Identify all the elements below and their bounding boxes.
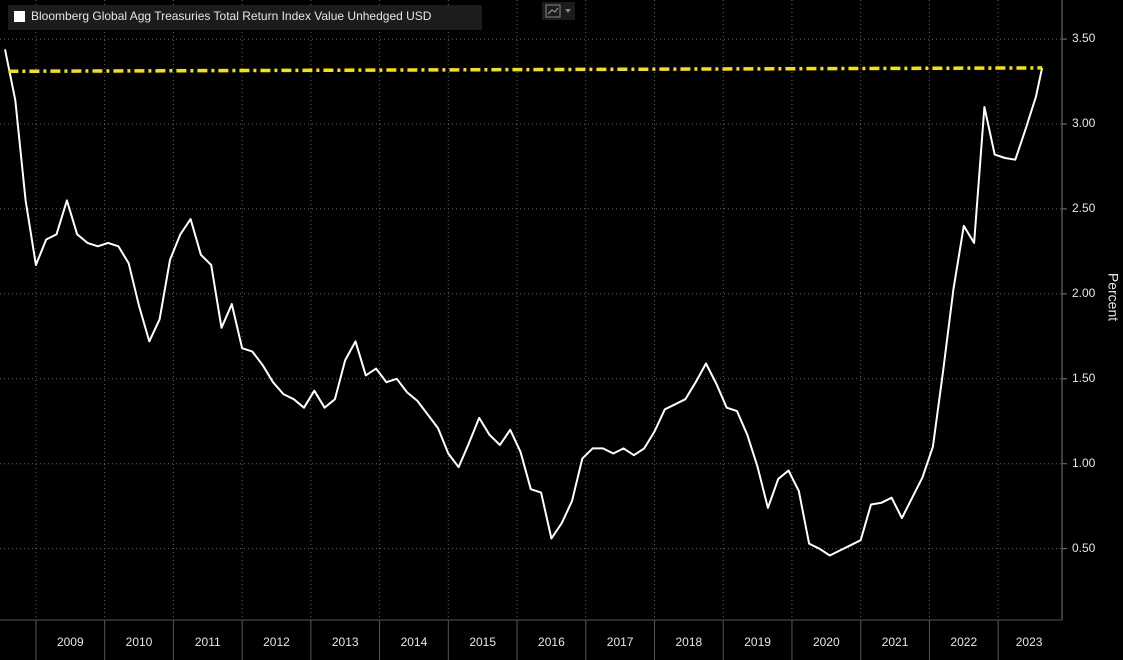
grid [0, 0, 1067, 660]
legend-label: Bloomberg Global Agg Treasuries Total Re… [31, 9, 432, 23]
x-tick-label: 2015 [469, 635, 496, 649]
icon-box[interactable] [542, 2, 575, 20]
x-tick-label: 2013 [332, 635, 359, 649]
y-tick-label: 2.00 [1072, 286, 1096, 300]
x-tick-label: 2017 [607, 635, 634, 649]
plot [4, 49, 1044, 557]
x-tick-label: 2021 [882, 635, 909, 649]
x-tick-label: 2020 [813, 635, 840, 649]
y-tick-label: 1.50 [1072, 371, 1096, 385]
icon-line [547, 7, 559, 15]
x-tick-label: 2018 [676, 635, 703, 649]
reference-line [8, 66, 1043, 74]
icon-frame [545, 4, 561, 18]
x-tick-label: 2019 [744, 635, 771, 649]
legend-box [8, 5, 482, 30]
y-tick-label: 1.00 [1072, 456, 1096, 470]
x-tick-label: 2022 [950, 635, 977, 649]
x-tick-label: 2016 [538, 635, 565, 649]
y-tick-label: 3.50 [1072, 31, 1096, 45]
x-tick-label: 2023 [1016, 635, 1043, 649]
x-tick-label: 2011 [195, 635, 221, 649]
data-line [4, 49, 1044, 557]
chart-type-icon[interactable] [542, 2, 575, 20]
y-tick-label: 2.50 [1072, 201, 1096, 215]
x-tick-label: 2010 [126, 635, 153, 649]
icon-caret [565, 9, 571, 13]
x-tick-label: 2009 [57, 635, 84, 649]
y-axis-label: Percent [1105, 273, 1121, 321]
x-tick-label: 2014 [401, 635, 428, 649]
y-tick-label: 0.50 [1072, 541, 1096, 555]
x-tick-label: 2012 [263, 635, 290, 649]
y-tick-label: 3.00 [1072, 116, 1096, 130]
legend-swatch [14, 11, 25, 22]
